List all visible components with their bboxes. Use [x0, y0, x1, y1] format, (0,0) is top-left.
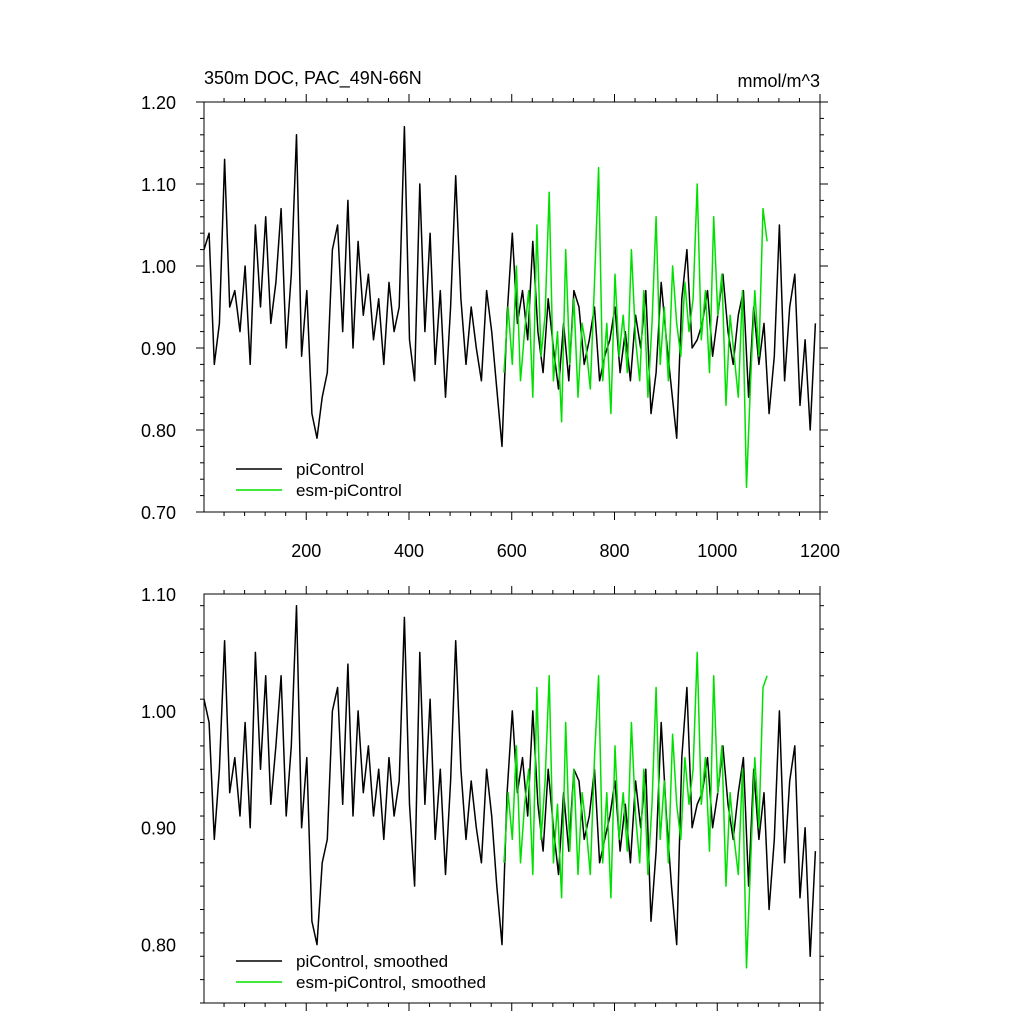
legend-label-picontrol: piControl — [296, 460, 364, 479]
top-series-lines — [203, 125, 817, 489]
top-ytick-label: 1.10 — [141, 175, 176, 195]
chart-title: 350m DOC, PAC_49N-66N — [204, 68, 422, 89]
top-tick-labels: 0.70 0.80 0.90 1.00 1.10 1.20 200 400 600 800 1000… — [141, 93, 840, 561]
bottom-tick-labels: 0.80 0.90 1.00 1.10 — [141, 585, 176, 956]
top-ytick-label: 0.80 — [141, 421, 176, 441]
bottom-series-picontrol-line — [203, 604, 817, 958]
legend-label-esm-picontrol: esm-piControl — [296, 481, 402, 500]
bottom-series-lines — [203, 604, 817, 969]
top-ytick-label: 0.70 — [141, 503, 176, 523]
bottom-series-esm-picontrol-line — [503, 651, 768, 969]
top-ytick-label: 1.00 — [141, 257, 176, 277]
legend-label-picontrol-smoothed: piControl, smoothed — [296, 952, 448, 971]
top-series-picontrol-line — [203, 125, 817, 448]
top-xtick-label: 400 — [394, 541, 424, 561]
top-series-esm-picontrol-line — [503, 166, 768, 489]
top-xtick-label: 800 — [599, 541, 629, 561]
bottom-ytick-label: 1.00 — [141, 702, 176, 722]
top-plot-frame — [203, 101, 821, 513]
top-xtick-label: 200 — [291, 541, 321, 561]
bottom-panel: 0.80 0.90 1.00 1.10 piControl, smoothed esm… — [141, 585, 824, 1011]
top-panel: 0.70 0.80 0.90 1.00 1.10 1.20 200 400 600 800 1000… — [141, 93, 840, 561]
top-legend: piControl esm-piControl — [236, 460, 402, 500]
chart-units: mmol/m^3 — [738, 71, 820, 91]
top-xtick-label: 1200 — [800, 541, 840, 561]
bottom-legend: piControl, smoothed esm-piControl, smoot… — [236, 952, 486, 992]
bottom-ytick-label: 0.90 — [141, 819, 176, 839]
top-ytick-label: 1.20 — [141, 93, 176, 113]
top-xtick-label: 1000 — [697, 541, 737, 561]
legend-label-esm-picontrol-smoothed: esm-piControl, smoothed — [296, 973, 486, 992]
bottom-ytick-label: 1.10 — [141, 585, 176, 605]
top-xtick-label: 600 — [497, 541, 527, 561]
bottom-ytick-label: 0.80 — [141, 936, 176, 956]
top-axis-ticks — [196, 94, 828, 520]
top-ytick-label: 0.90 — [141, 339, 176, 359]
bottom-axis-ticks — [200, 586, 824, 1011]
